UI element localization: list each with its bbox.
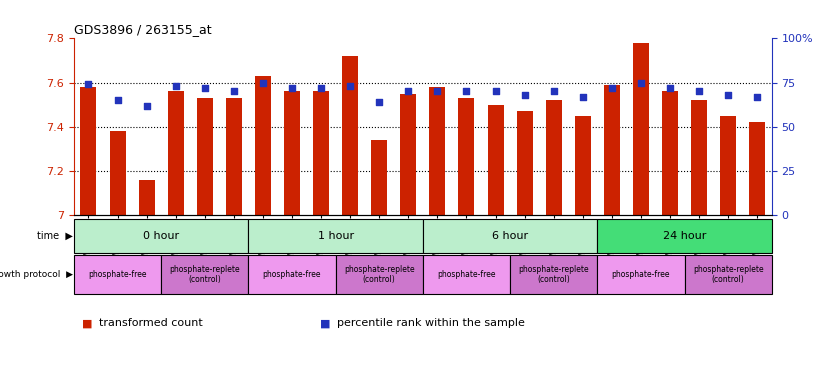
Bar	[255, 76, 271, 215]
Bar	[371, 140, 388, 215]
Text: phosphate-replete
(control): phosphate-replete (control)	[344, 265, 415, 284]
Text: 6 hour: 6 hour	[492, 231, 528, 241]
Point	[547, 88, 560, 94]
Bar	[226, 98, 242, 215]
Bar	[74, 219, 248, 253]
Bar	[575, 116, 591, 215]
Bar	[248, 219, 423, 253]
Bar	[720, 116, 736, 215]
Point	[227, 88, 241, 94]
Bar	[74, 255, 161, 294]
Point	[518, 92, 531, 98]
Bar	[633, 43, 649, 215]
Point	[692, 88, 705, 94]
Text: phosphate-replete
(control): phosphate-replete (control)	[693, 265, 764, 284]
Text: growth protocol  ▶: growth protocol ▶	[0, 270, 73, 279]
Bar	[336, 255, 423, 294]
Text: percentile rank within the sample: percentile rank within the sample	[337, 318, 525, 328]
Text: 24 hour: 24 hour	[663, 231, 706, 241]
Text: ■: ■	[320, 318, 334, 328]
Point	[256, 79, 269, 86]
Point	[576, 94, 589, 100]
Bar	[750, 122, 765, 215]
Bar	[546, 100, 562, 215]
Bar	[401, 94, 416, 215]
Point	[663, 85, 677, 91]
Bar	[109, 131, 126, 215]
Bar	[248, 255, 336, 294]
Text: 1 hour: 1 hour	[318, 231, 354, 241]
Point	[460, 88, 473, 94]
Text: 0 hour: 0 hour	[143, 231, 179, 241]
Bar	[161, 255, 248, 294]
Point	[82, 81, 95, 88]
Bar	[516, 111, 533, 215]
Bar	[197, 98, 213, 215]
Point	[605, 85, 618, 91]
Text: phosphate-free: phosphate-free	[88, 270, 147, 279]
Bar	[423, 255, 510, 294]
Point	[373, 99, 386, 105]
Point	[750, 94, 764, 100]
Text: phosphate-free: phosphate-free	[612, 270, 670, 279]
Point	[431, 88, 444, 94]
Point	[314, 85, 328, 91]
Point	[286, 85, 299, 91]
Point	[343, 83, 356, 89]
Bar	[603, 85, 620, 215]
Point	[635, 79, 648, 86]
Point	[111, 97, 124, 103]
Bar	[313, 91, 329, 215]
Text: ■: ■	[82, 318, 96, 328]
Bar	[691, 100, 707, 215]
Bar	[488, 104, 503, 215]
Bar	[598, 219, 772, 253]
Text: phosphate-replete
(control): phosphate-replete (control)	[169, 265, 240, 284]
Text: phosphate-free: phosphate-free	[437, 270, 496, 279]
Bar	[510, 255, 598, 294]
Bar	[284, 91, 300, 215]
Text: GDS3896 / 263155_at: GDS3896 / 263155_at	[74, 23, 212, 36]
Text: time  ▶: time ▶	[37, 231, 73, 241]
Point	[489, 88, 502, 94]
Bar	[685, 255, 772, 294]
Point	[722, 92, 735, 98]
Bar	[80, 87, 96, 215]
Bar	[662, 91, 678, 215]
Text: phosphate-replete
(control): phosphate-replete (control)	[518, 265, 589, 284]
Bar	[429, 87, 445, 215]
Text: phosphate-free: phosphate-free	[263, 270, 321, 279]
Bar	[139, 180, 154, 215]
Bar	[458, 98, 475, 215]
Bar	[598, 255, 685, 294]
Bar	[342, 56, 358, 215]
Point	[401, 88, 415, 94]
Text: transformed count: transformed count	[99, 318, 202, 328]
Point	[169, 83, 182, 89]
Bar	[167, 91, 184, 215]
Bar	[423, 219, 598, 253]
Point	[140, 103, 154, 109]
Point	[198, 85, 211, 91]
